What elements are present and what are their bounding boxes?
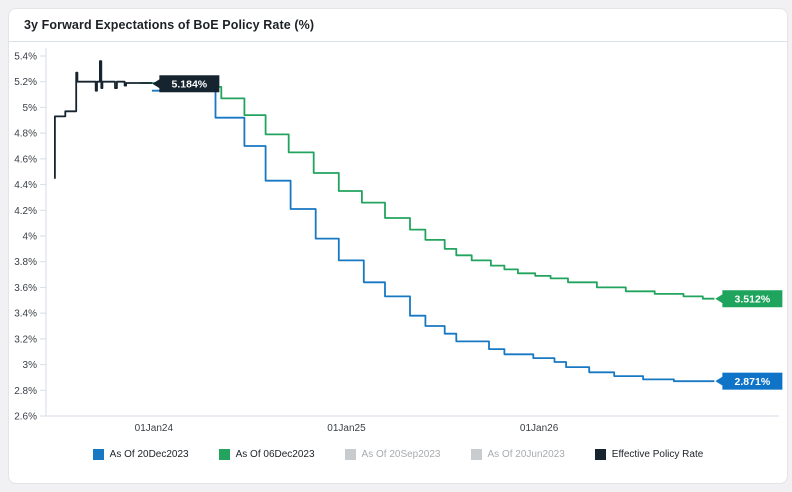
legend-item-effective-policy-rate[interactable]: Effective Policy Rate — [594, 449, 704, 460]
page-title: 3y Forward Expectations of BoE Policy Ra… — [24, 18, 315, 32]
y-axis-label: 5% — [23, 103, 38, 114]
y-axis-label: 3.4% — [14, 309, 37, 320]
chart-area: 5.4% 5.2% 5% 4.8% 4.6% 4.4% 4.2% 4% 3.8% 3.6% 3.4%… — [9, 42, 787, 436]
legend-label: As Of 06Dec2023 — [235, 449, 315, 460]
y-axis-label: 5.4% — [14, 52, 37, 63]
end-label-box — [722, 372, 783, 390]
legend-item-as-of-20sep2023[interactable]: As Of 20Sep2023 — [344, 449, 441, 460]
end-label-value: 5.184% — [172, 79, 208, 91]
series-line-as-of-06dec2023 — [140, 82, 715, 300]
y-axis-label: 4.8% — [14, 129, 37, 140]
legend-item-as-of-06dec2023[interactable]: As Of 06Dec2023 — [218, 449, 315, 460]
y-axis-label: 2.8% — [14, 386, 37, 397]
legend-swatch-icon — [218, 449, 230, 460]
legend-label: Effective Policy Rate — [611, 449, 704, 460]
series-line-as-of-20dec2023 — [151, 89, 715, 383]
legend-label: As Of 20Jun2023 — [487, 449, 565, 460]
series-line-effective-policy-rate — [54, 60, 153, 179]
end-label-as-of-06dec2023: 3.512% — [715, 290, 783, 308]
chart-legend: As Of 20Dec2023 As Of 06Dec2023 As Of 20Se… — [9, 436, 787, 483]
legend-swatch-icon — [594, 449, 606, 460]
legend-swatch-icon — [344, 449, 356, 460]
end-label-box — [159, 75, 220, 93]
y-axis-label: 4.6% — [14, 154, 37, 165]
chart-card: 3y Forward Expectations of BoE Policy Ra… — [8, 8, 788, 484]
legend-item-as-of-20jun2023[interactable]: As Of 20Jun2023 — [470, 449, 565, 460]
legend-label: As Of 20Dec2023 — [109, 449, 189, 460]
chart-canvas: 5.4% 5.2% 5% 4.8% 4.6% 4.4% 4.2% 4% 3.8% 3.6% 3.4%… — [14, 48, 783, 434]
legend-item-as-of-20dec2023[interactable]: As Of 20Dec2023 — [92, 449, 189, 460]
y-axis-label: 4.4% — [14, 180, 37, 191]
y-axis-label: 2.6% — [14, 412, 37, 423]
end-label-box — [722, 290, 783, 308]
end-label-arrow — [715, 293, 724, 304]
y-axis-label: 3% — [23, 360, 38, 371]
y-axis-label: 4% — [23, 232, 38, 243]
x-axis-label: 01Jan26 — [520, 423, 559, 434]
axes: 5.4% 5.2% 5% 4.8% 4.6% 4.4% 4.2% 4% 3.8% 3.6% 3.4%… — [14, 48, 779, 434]
y-axis-label: 3.6% — [14, 283, 37, 294]
y-axis-label: 3.2% — [14, 334, 37, 345]
y-axis-label: 5.2% — [14, 77, 37, 88]
end-label-as-of-20dec2023: 2.871% — [715, 372, 783, 390]
end-label-arrow — [715, 376, 724, 387]
legend-swatch-icon — [470, 449, 482, 460]
end-label-value: 2.871% — [735, 376, 771, 388]
x-axis-label: 01Jan24 — [135, 423, 174, 434]
card-header: 3y Forward Expectations of BoE Policy Ra… — [9, 9, 787, 42]
end-label-effective-policy-rate: 5.184% — [152, 75, 220, 93]
legend-swatch-icon — [92, 449, 104, 460]
end-label-value: 3.512% — [735, 294, 771, 306]
end-label-arrow — [152, 78, 161, 89]
y-axis-label: 4.2% — [14, 206, 37, 217]
legend-label: As Of 20Sep2023 — [361, 449, 441, 460]
y-axis-label: 3.8% — [14, 257, 37, 268]
x-axis-label: 01Jan25 — [327, 423, 366, 434]
